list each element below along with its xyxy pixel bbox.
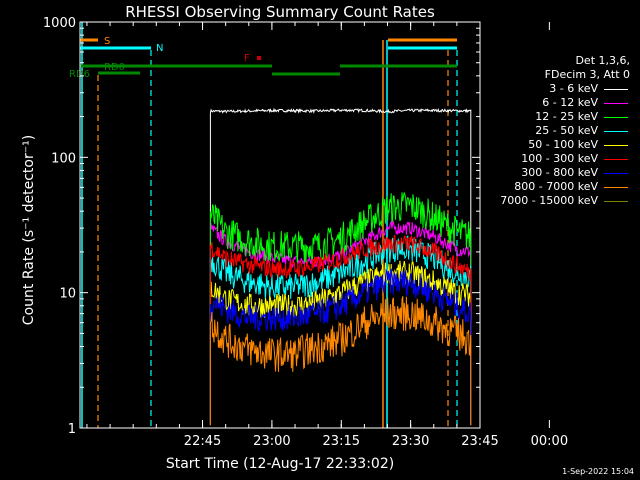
y-tick-label: 1: [68, 422, 76, 437]
legend-label: 3 - 6 keV: [549, 82, 598, 95]
legend-header-line-2: FDecim 3, Att 0: [544, 68, 630, 81]
x-tick-label: 23:45: [461, 434, 498, 449]
legend-label: 25 - 50 keV: [535, 124, 598, 137]
y-tick-label: 10: [59, 287, 76, 302]
y-tick-label: 1000: [43, 16, 76, 31]
legend-swatch: [604, 103, 628, 104]
legend: Det 1,3,6, FDecim 3, Att 0 3 - 6 keV 6 - …: [490, 54, 630, 208]
legend-label: 6 - 12 keV: [542, 96, 598, 109]
legend-swatch: [604, 173, 628, 174]
series-line: [209, 296, 472, 426]
flare-marker: [257, 56, 261, 60]
series-line: [209, 107, 472, 426]
chart-title: RHESSI Observing Summary Count Rates: [125, 3, 435, 21]
x-tick-label: 22:45: [184, 434, 221, 449]
series-line: [209, 268, 472, 426]
plot-frame: [79, 21, 481, 429]
legend-swatch: [604, 187, 628, 188]
legend-swatch: [604, 89, 628, 90]
x-tick-label: 23:30: [392, 434, 429, 449]
flag-label-rd0: RD0: [104, 62, 125, 73]
x-tick-label: 23:00: [253, 434, 290, 449]
legend-entry: 50 - 100 keV: [490, 138, 630, 152]
legend-label: 12 - 25 keV: [535, 110, 598, 123]
flag-label-n: N: [156, 43, 163, 54]
legend-swatch: [604, 145, 628, 146]
series-line: [209, 234, 472, 426]
legend-entry: 7000 - 15000 keV: [490, 194, 630, 208]
legend-label: 300 - 800 keV: [521, 166, 598, 179]
legend-entry: 3 - 6 keV: [490, 82, 630, 96]
legend-swatch: [604, 117, 628, 118]
legend-entry: 300 - 800 keV: [490, 166, 630, 180]
legend-entry: 100 - 300 keV: [490, 152, 630, 166]
x-tick-label: 00:00: [531, 434, 568, 449]
legend-entry: 25 - 50 keV: [490, 124, 630, 138]
flag-label-s: S: [104, 36, 110, 47]
series-line: [209, 191, 472, 426]
y-axis-label: Count Rate (s⁻¹ detector⁻¹): [21, 135, 37, 325]
legend-entry: 800 - 7000 keV: [490, 180, 630, 194]
x-axis-label: Start Time (12-Aug-17 22:33:02): [166, 456, 394, 472]
render-timestamp: 1-Sep-2022 15:04: [562, 467, 634, 476]
legend-entry: 12 - 25 keV: [490, 110, 630, 124]
legend-swatch: [604, 201, 628, 202]
legend-swatch: [604, 159, 628, 160]
legend-label: 7000 - 15000 keV: [500, 194, 598, 207]
flag-label-f: F: [244, 53, 250, 64]
series-line: [209, 260, 472, 426]
legend-header-line-1: Det 1,3,6,: [575, 54, 630, 67]
legend-entry: 6 - 12 keV: [490, 96, 630, 110]
y-tick-label: 100: [51, 151, 76, 166]
x-tick-label: 23:15: [323, 434, 360, 449]
legend-label: 50 - 100 keV: [528, 138, 598, 151]
legend-label: 100 - 300 keV: [521, 152, 598, 165]
legend-label: 800 - 7000 keV: [514, 180, 598, 193]
legend-swatch: [604, 131, 628, 132]
